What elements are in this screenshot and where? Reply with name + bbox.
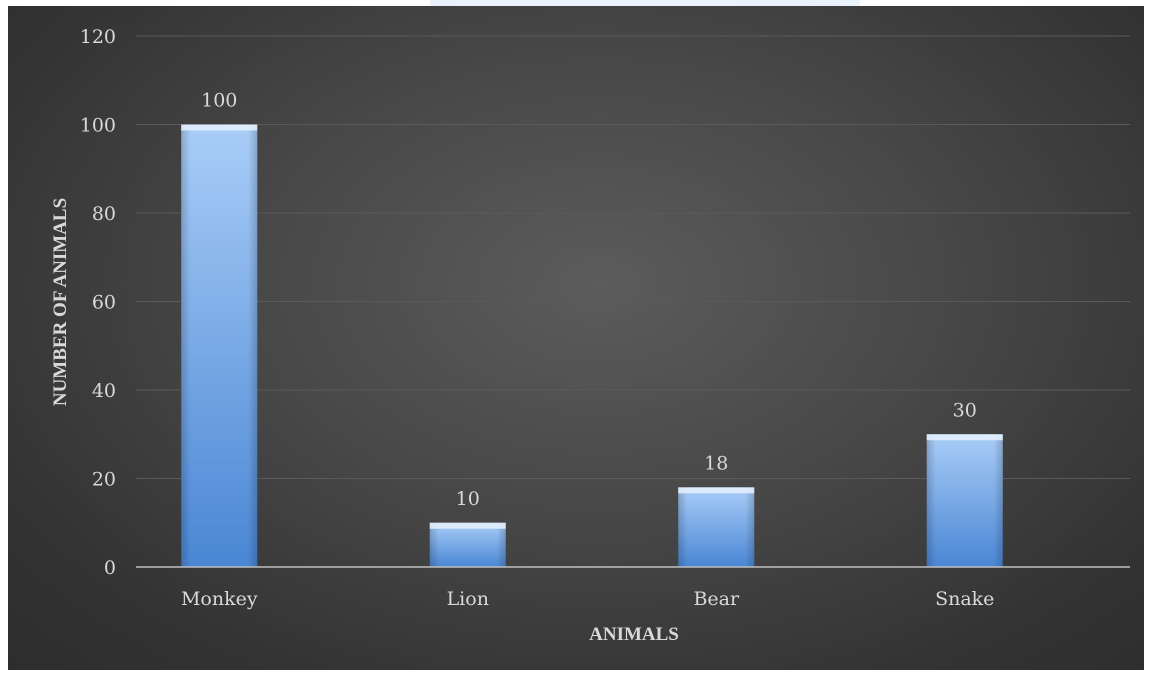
bar-lion [429,522,506,567]
bars [181,124,1003,567]
bar-snake [926,434,1003,567]
y-tick-label: 40 [92,380,116,402]
x-category-label: Bear [693,588,740,610]
y-tick-label: 100 [80,115,116,137]
y-tick-label: 120 [80,26,116,48]
data-label: 18 [704,452,728,474]
x-category-label: Lion [447,588,489,610]
bar-bear [678,487,755,567]
bar-highlight [429,522,506,529]
x-axis-categories: Monkey Lion Bear Snake [181,588,994,610]
x-category-label: Snake [935,588,994,610]
x-category-label: Monkey [181,588,258,610]
bar-highlight [181,124,258,131]
chart-area: 0 20 40 60 80 100 120 100 10 18 30 Monkey Lion Bear… [8,6,1144,670]
y-axis-ticks: 0 20 40 60 80 100 120 [80,26,116,579]
y-tick-label: 20 [92,469,116,491]
data-label: 100 [201,90,237,112]
y-axis-title: NUMBER OF ANIMALS [50,198,71,406]
bar-shade [181,124,258,567]
top-decoration [430,0,860,6]
bar-shade [926,434,1003,567]
y-tick-label: 0 [104,557,116,579]
gridlines [136,35,1130,479]
bar-highlight [678,487,755,494]
bar-highlight [926,434,1003,441]
bar-monkey [181,124,258,567]
x-axis-title: ANIMALS [589,624,679,645]
bar-shade [429,522,506,567]
y-tick-label: 60 [92,292,116,314]
bar-shade [678,487,755,567]
data-label: 30 [953,399,977,421]
bar-chart: 0 20 40 60 80 100 120 100 10 18 30 Monkey Lion Bear… [50,26,1130,645]
y-tick-label: 80 [92,203,116,225]
data-labels: 100 10 18 30 [201,90,977,510]
data-label: 10 [456,488,480,510]
